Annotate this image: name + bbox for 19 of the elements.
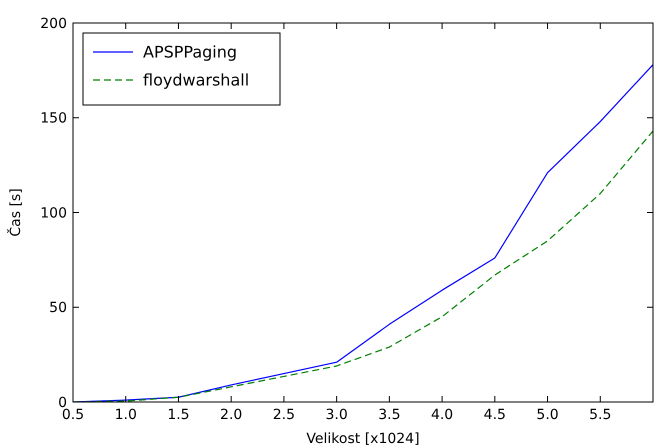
x-tick-label: 4.5 xyxy=(484,407,506,423)
x-tick-label: 4.0 xyxy=(430,407,454,423)
x-tick-label: 1.5 xyxy=(167,407,190,423)
y-tick-label: 100 xyxy=(40,205,67,222)
x-tick-label: 3.0 xyxy=(326,407,348,423)
x-axis-title: Velikost [x1024] xyxy=(306,431,420,447)
x-tick-label: 5.5 xyxy=(589,407,612,423)
x-tick-label: 0.5 xyxy=(62,407,84,423)
x-tick-label: 1.0 xyxy=(114,407,137,423)
y-tick-label: 150 xyxy=(40,110,67,127)
legend-label: floydwarshall xyxy=(143,70,250,90)
legend-label: APSPPaging xyxy=(143,42,238,62)
x-tick-label: 2.0 xyxy=(220,407,242,423)
y-tick-label: 200 xyxy=(40,16,67,32)
x-tick-label: 3.5 xyxy=(378,407,400,423)
x-tick-label: 5.0 xyxy=(536,407,559,423)
x-tick-label: 2.5 xyxy=(272,407,296,423)
y-tick-label: 50 xyxy=(49,300,67,316)
y-axis-title: Čas [s] xyxy=(7,188,24,237)
